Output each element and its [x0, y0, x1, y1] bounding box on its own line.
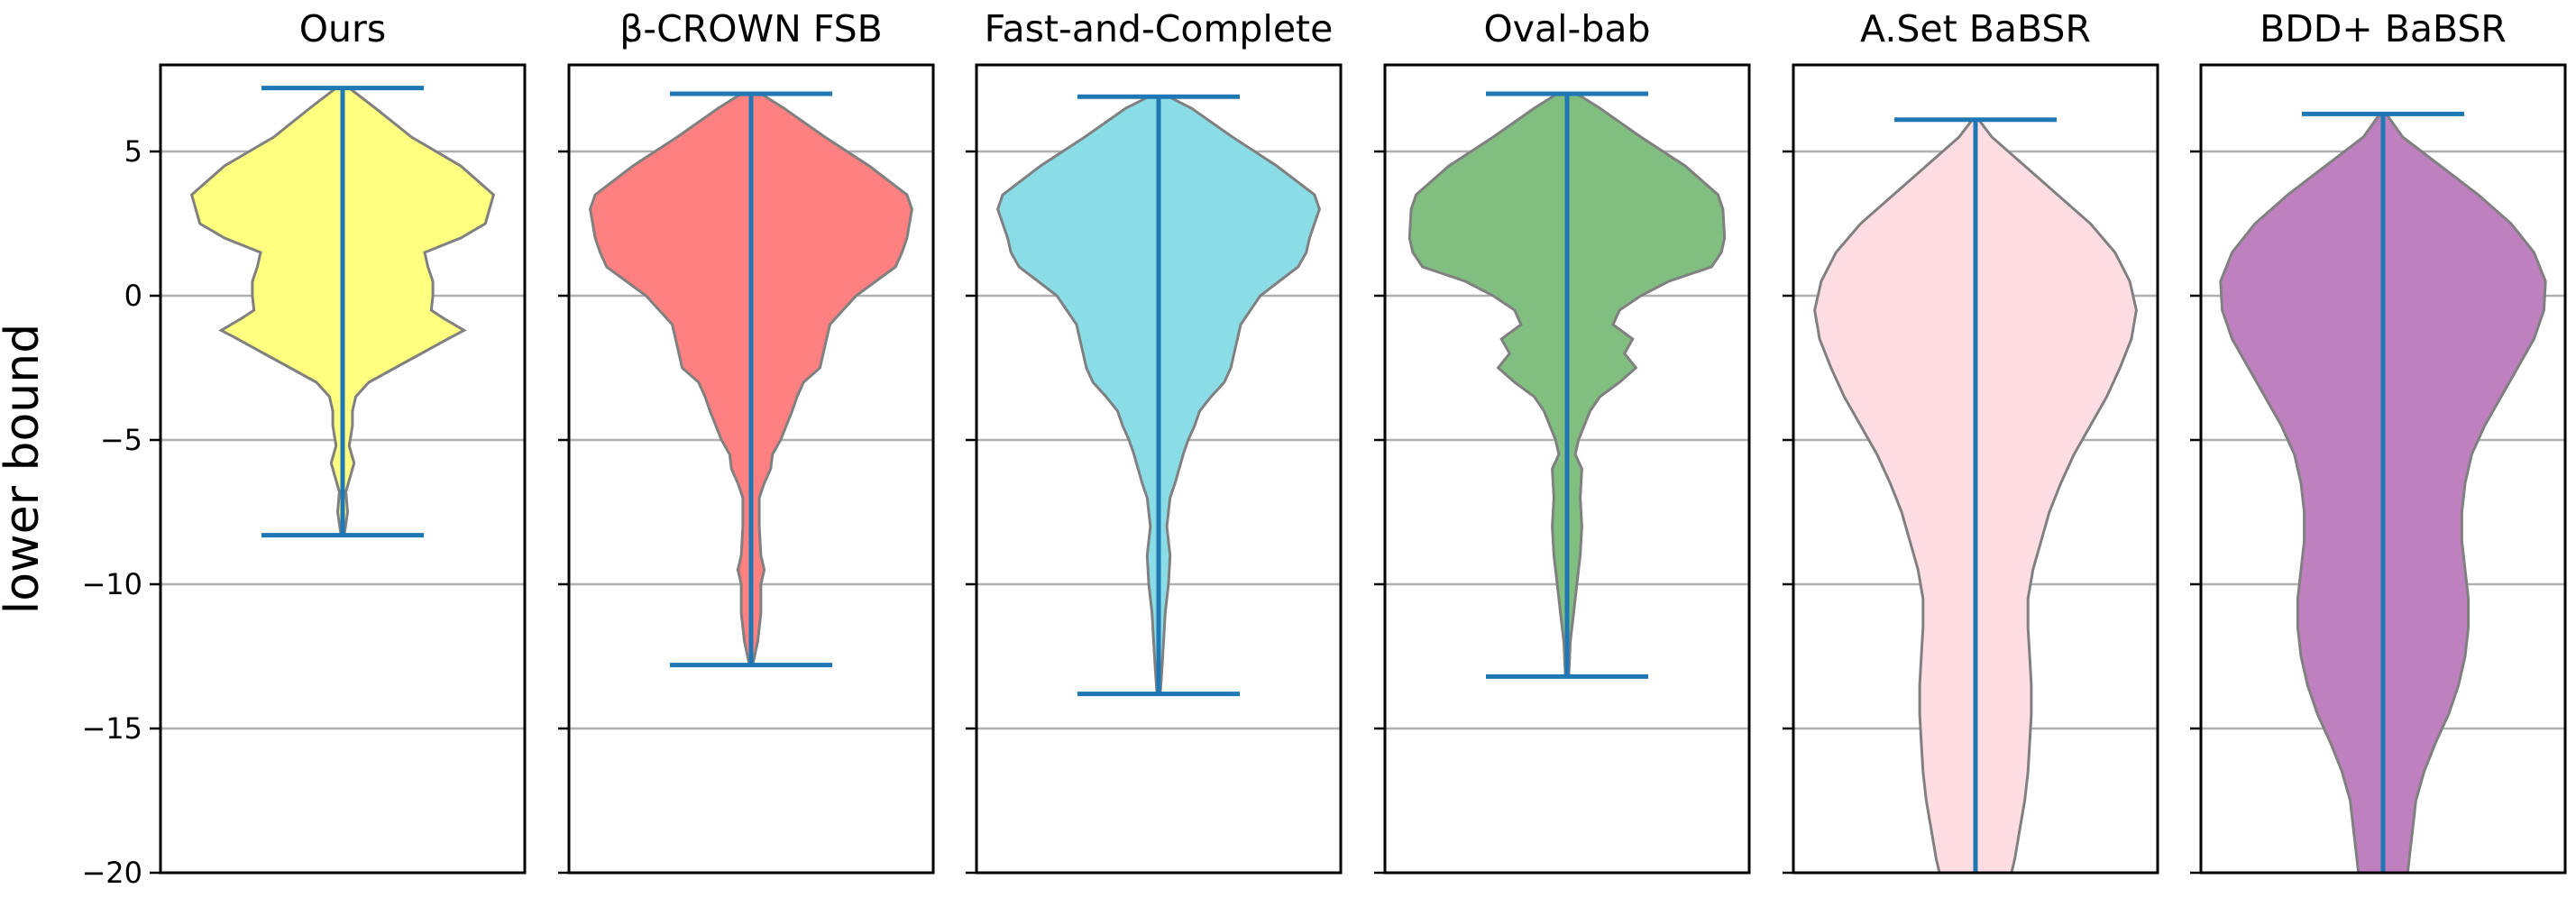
y-axis-label: lower bound — [0, 324, 50, 614]
y-tick-label: −10 — [81, 567, 142, 601]
y-tick-label: −15 — [81, 711, 142, 746]
panel-4: Oval-bab — [1374, 7, 1751, 875]
panel-title: β-CROWN FSB — [619, 7, 883, 50]
panel-title: BDD+ BaBSR — [2260, 7, 2507, 50]
panel-title: A.Set BaBSR — [1860, 7, 2091, 50]
panel-frame — [159, 63, 527, 875]
panel-frame — [567, 63, 935, 875]
panel-5: A.Set BaBSR — [1783, 7, 2159, 875]
y-tick-label: 0 — [124, 279, 142, 313]
y-tick-label: −5 — [100, 423, 142, 457]
panel-2: β-CROWN FSB — [558, 7, 935, 875]
panel-1: Ours — [150, 7, 527, 875]
panel-frame — [975, 63, 1343, 875]
panel-frame — [1792, 63, 2159, 875]
panel-title: Ours — [299, 7, 386, 50]
panel-frame — [1383, 63, 1751, 875]
panel-title: Fast-and-Complete — [985, 7, 1334, 50]
panel-3: Fast-and-Complete — [966, 7, 1343, 875]
panel-6: BDD+ BaBSR — [2190, 7, 2567, 875]
panel-title: Oval-bab — [1483, 7, 1650, 50]
y-tick-label: 5 — [124, 134, 142, 169]
panel-frame — [2199, 63, 2567, 875]
violin-panels: Ours β-CROWN FSB Fast-and-Complete Oval-bab… — [81, 7, 2567, 890]
y-tick-label: −20 — [81, 856, 142, 890]
